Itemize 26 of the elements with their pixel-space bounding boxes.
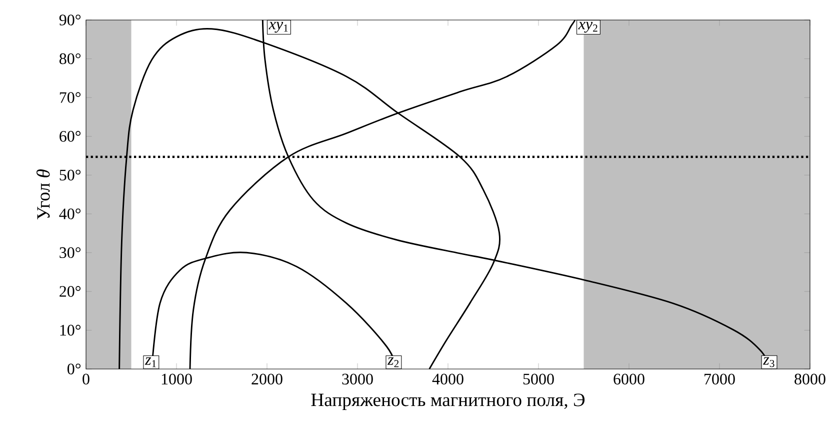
x-tick-label: 4000 <box>432 374 464 384</box>
y-tick-label: 0° <box>68 364 81 374</box>
annotation: xy$_{2}$ <box>578 22 598 33</box>
annotation: z$_{3}$ <box>762 357 774 368</box>
x-tick-label: 6000 <box>614 374 644 384</box>
y-tick-label: 30° <box>60 247 81 258</box>
annotation: xy$_{1}$ <box>268 22 288 33</box>
x-tick-label: 1000 <box>162 374 192 384</box>
x-tick-label: 0 <box>82 374 90 384</box>
x-tick-label: 3000 <box>342 374 373 384</box>
y-tick-label: 80° <box>60 53 81 64</box>
y-tick-label: 60° <box>60 130 81 142</box>
x-tick-label: 7000 <box>704 374 735 384</box>
y-tick-label: 70° <box>60 92 81 103</box>
annotation: z$_{1}$ <box>144 357 156 368</box>
y-axis-title: Угол θ <box>36 169 50 220</box>
y-tick-label: 20° <box>60 286 81 297</box>
y-tick-label: 90° <box>59 14 81 26</box>
x-tick-label: 5000 <box>523 374 554 384</box>
x-tick-label: 2000 <box>252 374 282 384</box>
x-tick-label: 8000 <box>794 374 826 384</box>
x-axis-title: Напряженость магнитного поля, Э <box>311 394 585 410</box>
y-tick-label: 40° <box>59 208 81 220</box>
annotation: z$_{2}$ <box>387 357 399 368</box>
y-tick-label: 50° <box>60 170 81 180</box>
y-tick-label: 10° <box>60 324 81 336</box>
